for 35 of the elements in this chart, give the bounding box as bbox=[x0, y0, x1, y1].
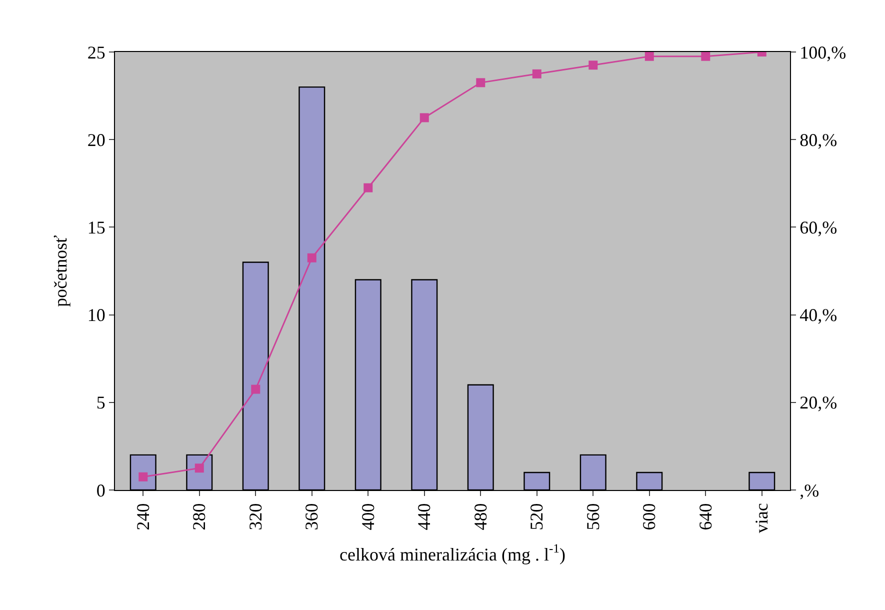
y2-tick-label: 20,% bbox=[800, 392, 838, 413]
x-axis-title: celková mineralizácia (mg . l$^{-1}$) bbox=[340, 542, 566, 564]
x-tick-label: 440 bbox=[414, 503, 434, 530]
y-tick-label: 10 bbox=[87, 305, 106, 326]
y2-tick-label: 60,% bbox=[800, 218, 838, 238]
point bbox=[251, 384, 260, 394]
x-tick-label: 520 bbox=[526, 503, 547, 530]
y-tick-label: 5 bbox=[96, 392, 106, 413]
y-axis-title: početnosť bbox=[50, 234, 71, 307]
y2-tick-label: ,% bbox=[800, 480, 820, 500]
y2-tick-label: 40,% bbox=[800, 305, 838, 326]
point bbox=[701, 52, 710, 61]
point bbox=[307, 253, 316, 262]
y-tick-label: 0 bbox=[96, 480, 106, 500]
point bbox=[420, 113, 429, 122]
x-tick-label: 640 bbox=[695, 503, 716, 530]
point bbox=[476, 78, 486, 88]
y-tick-label: 20 bbox=[87, 130, 106, 150]
x-tick-label: 560 bbox=[582, 503, 603, 530]
y-tick-label: 25 bbox=[87, 42, 106, 62]
point bbox=[588, 60, 598, 70]
point bbox=[532, 69, 542, 78]
x-tick-label: 600 bbox=[639, 503, 660, 530]
x-tick-label: 480 bbox=[470, 503, 490, 530]
x-tick-label: 320 bbox=[245, 503, 266, 530]
x-tick-label: 400 bbox=[358, 503, 378, 530]
y-tick-label: 15 bbox=[87, 218, 106, 238]
x-tick-label: 360 bbox=[302, 503, 322, 530]
x-tick-label: 240 bbox=[132, 503, 153, 530]
y2-tick-label: 80,% bbox=[800, 130, 838, 150]
x-tick-label: 280 bbox=[189, 503, 210, 530]
point bbox=[644, 52, 654, 61]
x-tick-label: viac bbox=[752, 503, 772, 534]
point bbox=[364, 183, 373, 192]
y2-tick-label: 100,% bbox=[800, 42, 846, 62]
